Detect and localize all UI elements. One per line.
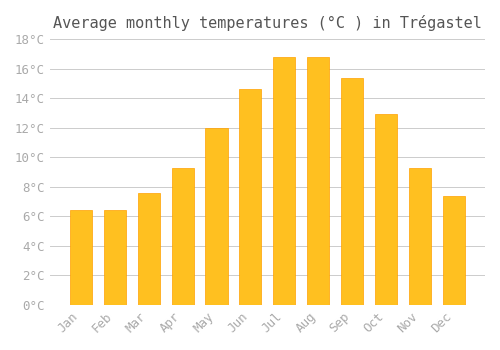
Bar xyxy=(70,210,92,305)
Bar xyxy=(308,57,330,305)
Bar xyxy=(375,114,398,305)
Bar xyxy=(409,168,432,305)
Title: Average monthly temperatures (°C ) in Trégastel: Average monthly temperatures (°C ) in Tr… xyxy=(53,15,482,31)
Bar xyxy=(240,89,262,305)
Bar xyxy=(172,168,194,305)
Bar xyxy=(274,57,295,305)
Bar xyxy=(206,128,228,305)
Bar xyxy=(342,77,363,305)
Bar xyxy=(138,193,160,305)
Bar xyxy=(443,196,465,305)
Bar xyxy=(104,210,126,305)
